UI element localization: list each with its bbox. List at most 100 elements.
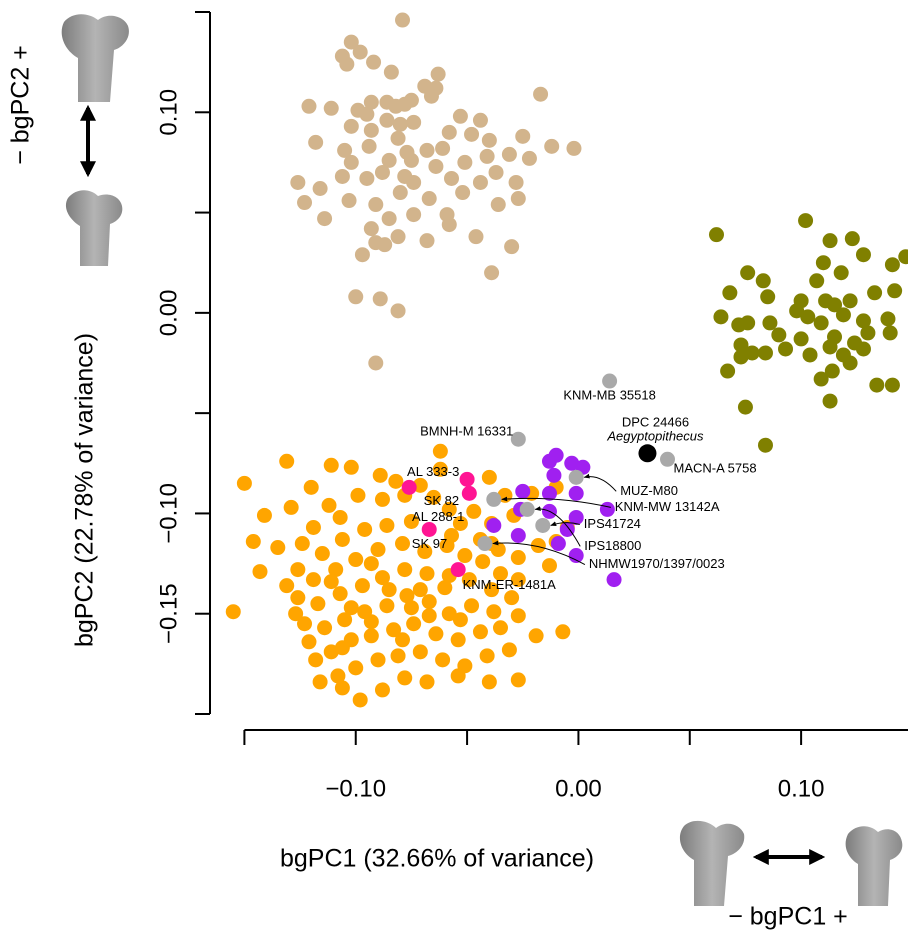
point-label: MUZ-M80	[620, 483, 678, 498]
point	[363, 614, 379, 630]
x-axis-note: − bgPC1 +	[728, 903, 848, 931]
point	[533, 86, 549, 102]
point	[343, 459, 359, 475]
point	[236, 475, 252, 491]
point	[599, 501, 615, 517]
point	[321, 497, 337, 513]
point	[486, 517, 502, 533]
point	[708, 227, 724, 243]
point	[348, 289, 364, 305]
point	[479, 648, 495, 664]
point	[297, 195, 313, 211]
point-label: IPS41724	[584, 516, 641, 531]
point	[762, 315, 778, 331]
point	[334, 168, 350, 184]
point	[760, 289, 776, 305]
point	[330, 668, 346, 684]
point	[510, 191, 526, 207]
point	[887, 283, 903, 299]
point	[363, 122, 379, 138]
point	[392, 116, 408, 132]
femur-icon	[65, 190, 123, 266]
point-label: BMNH-M 16331	[420, 424, 513, 439]
point	[305, 572, 321, 588]
y-tick-label: −0.15	[155, 583, 182, 644]
point	[461, 485, 477, 501]
y-axis-title: bgPC2 (22.78% of variance)	[71, 333, 99, 647]
point	[855, 313, 871, 329]
point	[279, 453, 295, 469]
point	[798, 213, 814, 229]
point	[813, 315, 829, 331]
series	[638, 444, 657, 463]
point	[435, 140, 451, 156]
point	[343, 600, 359, 616]
point	[521, 150, 537, 166]
point	[372, 467, 388, 483]
y-tick-label: 0.10	[155, 89, 182, 136]
point	[419, 142, 435, 158]
femur-icon	[679, 820, 745, 906]
point	[381, 582, 397, 598]
point	[435, 652, 451, 668]
point	[479, 148, 495, 164]
point	[256, 507, 272, 523]
series	[477, 373, 676, 552]
point	[421, 594, 437, 610]
point	[403, 600, 419, 616]
point	[450, 562, 466, 578]
label-arrow	[583, 473, 617, 492]
point	[397, 96, 413, 112]
point	[312, 181, 328, 197]
point	[390, 648, 406, 664]
point	[490, 197, 506, 213]
point	[815, 255, 831, 271]
point	[314, 546, 330, 562]
point	[528, 628, 544, 644]
point	[395, 632, 411, 648]
point	[880, 311, 896, 327]
point	[374, 570, 390, 586]
point	[441, 217, 457, 233]
point	[757, 437, 773, 453]
point	[343, 154, 359, 170]
point	[363, 628, 379, 644]
point	[352, 692, 368, 708]
point	[884, 257, 900, 273]
point	[317, 620, 333, 636]
point	[472, 174, 488, 190]
point	[472, 112, 488, 128]
point	[606, 572, 622, 588]
point	[842, 293, 858, 309]
point	[428, 626, 444, 642]
point	[403, 152, 419, 168]
point	[270, 540, 286, 556]
point	[341, 193, 357, 209]
point	[541, 558, 557, 574]
x-tick-label: 0.10	[778, 775, 825, 802]
point	[535, 517, 551, 533]
point	[771, 327, 787, 343]
point	[374, 491, 390, 507]
point	[501, 642, 517, 658]
point	[720, 363, 736, 379]
point	[504, 239, 520, 255]
point	[519, 501, 535, 517]
point	[423, 88, 439, 104]
point	[855, 341, 871, 357]
point	[303, 479, 319, 495]
point	[421, 521, 437, 537]
point	[833, 265, 849, 281]
point	[452, 108, 468, 124]
point	[372, 291, 388, 307]
point	[368, 197, 384, 213]
point	[809, 273, 825, 289]
point	[731, 317, 747, 333]
point	[740, 265, 756, 281]
y-tick-label: 0.00	[155, 289, 182, 336]
point	[515, 128, 531, 144]
point	[390, 130, 406, 146]
point	[568, 485, 584, 501]
x-axis-title: bgPC1 (32.66% of variance)	[280, 845, 594, 873]
point	[406, 114, 422, 130]
